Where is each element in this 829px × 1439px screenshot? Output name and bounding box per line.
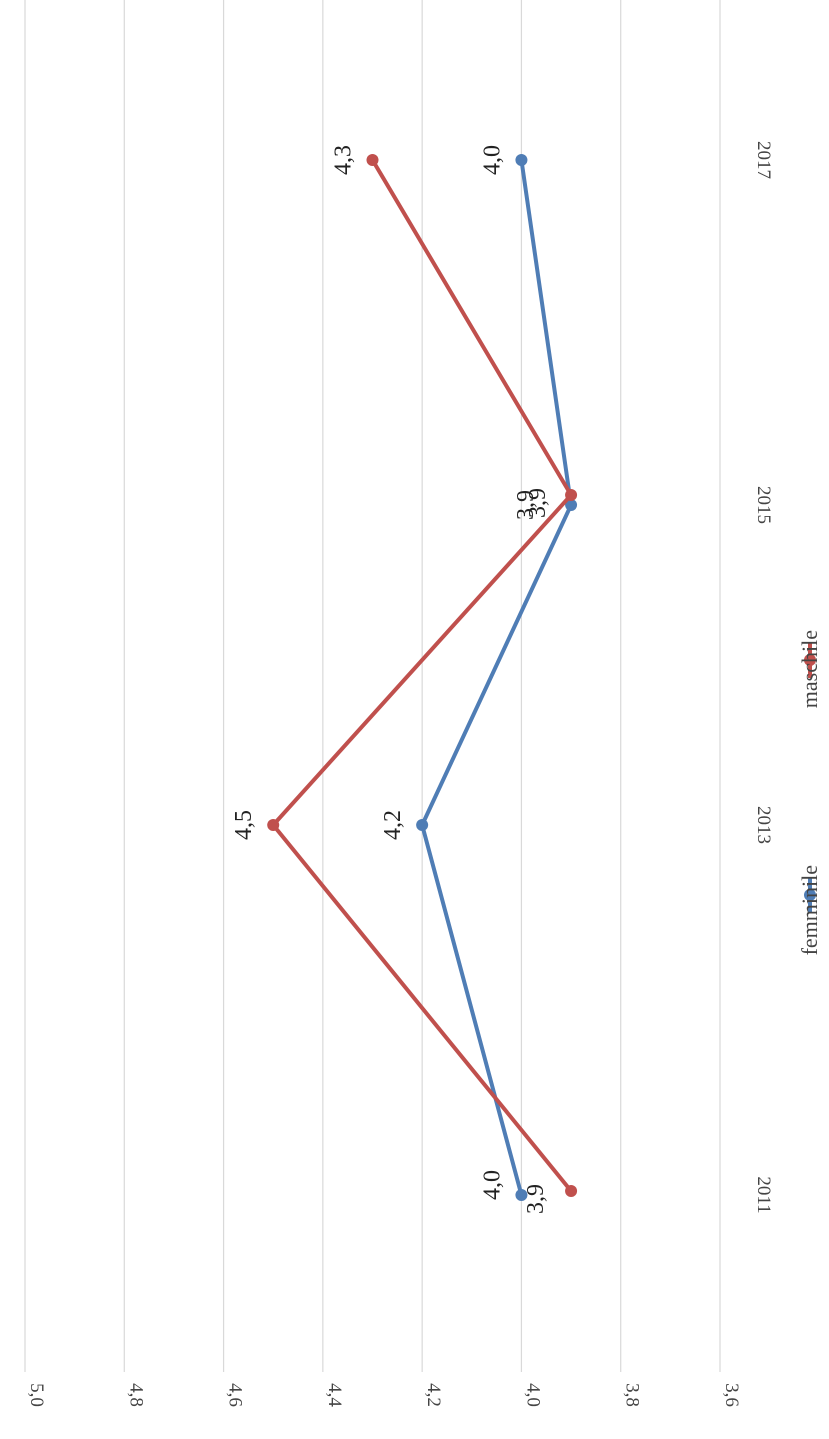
data-point-femminile bbox=[565, 499, 578, 511]
data-label-maschile: 4,5 bbox=[231, 810, 257, 840]
series-femminile: 4,0 4,2 3,9 4,0 bbox=[380, 145, 578, 1201]
category-axis-ticks: 2011 2013 2015 2017 bbox=[753, 141, 774, 1214]
data-label-femminile: 3,9 bbox=[513, 490, 539, 520]
series-line-femminile bbox=[420, 158, 574, 1197]
value-tick-label: 4,0 bbox=[522, 1383, 543, 1407]
category-tick-label: 2011 bbox=[753, 1176, 774, 1213]
data-label-maschile: 3,9 bbox=[525, 488, 551, 518]
legend-item-maschile: maschile bbox=[797, 630, 822, 708]
legend: femminile maschile bbox=[797, 630, 822, 955]
category-tick-label: 2017 bbox=[753, 141, 774, 179]
legend-label: femminile bbox=[797, 865, 822, 955]
data-label-maschile: 4,3 bbox=[331, 145, 357, 175]
value-tick-label: 3,8 bbox=[622, 1383, 643, 1407]
data-point-maschile bbox=[267, 819, 280, 831]
value-axis-ticks: 5,0 4,8 4,6 4,4 4,2 4,0 3,8 3,6 bbox=[26, 1383, 742, 1407]
data-point-maschile bbox=[366, 154, 379, 166]
value-tick-label: 4,8 bbox=[125, 1383, 146, 1407]
value-tick-label: 4,6 bbox=[225, 1383, 246, 1407]
data-point-femminile bbox=[515, 1189, 528, 1201]
legend-swatch-marker bbox=[804, 889, 816, 901]
series-group: 4,0 4,2 3,9 4,0 3,9 4,5 3,9 4,3 bbox=[231, 145, 578, 1214]
data-label-femminile: 4,0 bbox=[479, 145, 505, 175]
data-label-maschile: 3,9 bbox=[523, 1184, 549, 1214]
legend-swatch-marker bbox=[804, 654, 816, 666]
category-tick-label: 2015 bbox=[753, 486, 774, 524]
category-tick-label: 2013 bbox=[753, 806, 774, 844]
data-point-femminile bbox=[416, 819, 429, 831]
legend-item-femminile: femminile bbox=[797, 865, 822, 955]
data-label-femminile: 4,2 bbox=[380, 810, 406, 840]
value-tick-label: 5,0 bbox=[26, 1383, 47, 1407]
value-tick-label: 4,2 bbox=[423, 1383, 444, 1407]
data-point-femminile bbox=[515, 154, 528, 166]
data-label-femminile: 4,0 bbox=[479, 1170, 505, 1200]
grid-lines bbox=[24, 0, 721, 1372]
data-point-maschile bbox=[565, 1185, 578, 1197]
value-tick-label: 4,4 bbox=[324, 1383, 345, 1407]
series-maschile: 3,9 4,5 3,9 4,3 bbox=[231, 145, 578, 1214]
value-tick-label: 3,6 bbox=[721, 1383, 742, 1407]
data-point-maschile bbox=[565, 489, 578, 501]
series-line-maschile bbox=[271, 158, 574, 1193]
legend-label: maschile bbox=[797, 630, 822, 708]
